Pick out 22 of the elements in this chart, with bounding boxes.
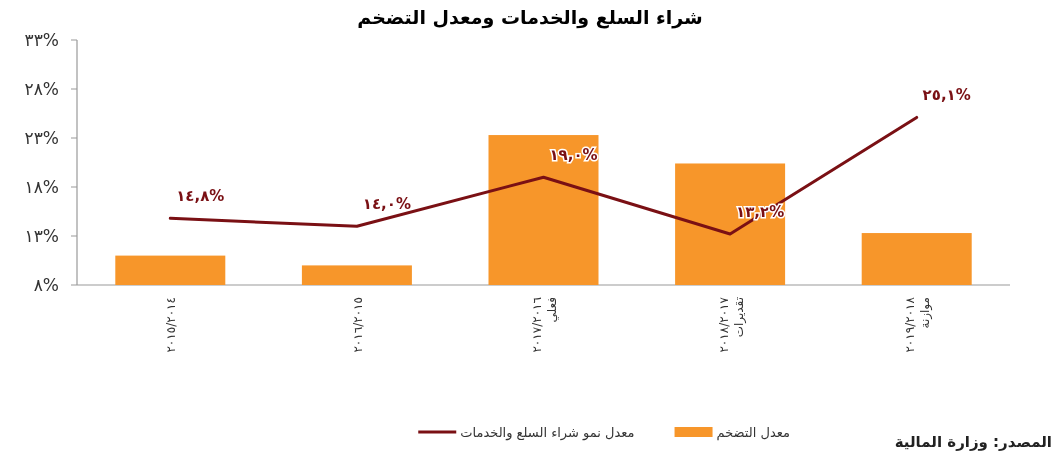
x-tick-label: ٢٠١٩/٢٠١٨ موازنة (903, 296, 934, 353)
y-tick-label: ٨% (33, 275, 59, 295)
text: المصدر: وزارة المالية (894, 433, 1052, 451)
legend-label: معدل التضخم (716, 425, 790, 441)
legend-label: معدل نمو شراء السلع والخدمات (460, 425, 635, 441)
x-tick-label: ٢٠١٧/٢٠١٦ فعلي (530, 297, 559, 353)
x-tick-label: ٢٠١٦/٢٠١٥ (350, 297, 365, 353)
legend-item: معدل التضخم (674, 425, 790, 440)
y-tick-label: ١٣% (24, 226, 59, 246)
y-tick-label: ٢٨% (24, 79, 59, 99)
legend-item: معدل نمو شراء السلع والخدمات (418, 425, 635, 440)
x-tick-label: ٢٠١٥/٢٠١٤ (164, 297, 179, 353)
data-label: ١٤,٠% (362, 195, 411, 214)
y-tick-label: ٣٣% (24, 30, 59, 50)
data-label: ١٩,٠% (549, 146, 598, 165)
data-label: ٢٥,١% (922, 86, 971, 105)
y-tick-label: ٢٣% (24, 128, 59, 148)
line-series (168, 115, 919, 236)
chart-title: شراء السلع والخدمات ومعدل التضخم (357, 6, 703, 29)
y-tick-label: ١٨% (24, 177, 59, 197)
data-label: ١٤,٨% (176, 187, 225, 206)
x-tick-label: ٢٠١٨/٢٠١٧ تقديرات (716, 296, 747, 353)
